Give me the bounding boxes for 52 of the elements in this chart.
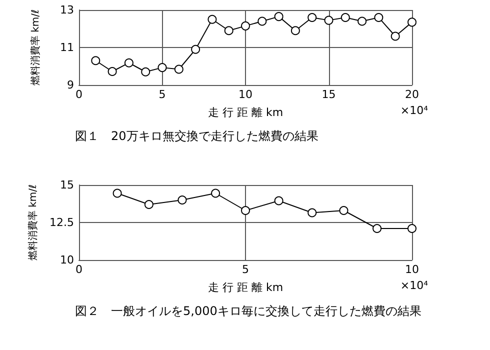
point [390,32,400,41]
point [274,196,284,206]
y-tick-label: 13 [60,4,74,16]
point [339,206,348,215]
y-tick-label: 15 [60,178,74,192]
x-tick-label: 10 [238,88,252,101]
x-axis-title: 走 行 距 離 km [208,281,284,294]
text: 図２ 一般オイルを5,000キロ毎に交換して走行した燃費の結果 [75,304,422,318]
point [211,188,220,198]
x-axis-title: 走 行 距 離 km [208,106,284,119]
y-axis-title: 燃料消費率 km/ℓ [30,9,42,86]
y-tick-label: 11 [60,41,74,54]
point [178,196,187,204]
x-tick-label: 20 [405,88,419,101]
point [408,224,416,233]
text: 図１ 20万キロ無交換で走行した燃費の結果 [75,129,318,143]
y-tick-label: 12.5 [50,216,74,229]
x-tick-label: 5 [242,263,249,276]
point [108,67,117,76]
point [208,14,217,24]
point [324,16,334,25]
point [308,13,317,22]
y-axis-title: 燃料消費率 km/ℓ [27,184,40,261]
text: ×10⁴ [400,279,429,292]
point [372,224,382,233]
text: ×10⁴ [400,104,429,117]
point [308,208,317,218]
point [91,56,100,66]
point [241,206,250,215]
point [174,64,184,74]
point [124,58,134,68]
x-tick-label: 5 [158,88,166,101]
point [241,21,250,30]
x-tick-label: 10 [405,263,419,276]
y-tick-label: 10 [60,254,74,266]
point [144,200,154,209]
x-tick-label: 15 [322,88,336,101]
point [358,16,367,26]
point [290,26,300,36]
point [374,13,384,22]
point [112,188,122,198]
point [408,18,416,27]
point [274,12,284,22]
point [141,67,150,76]
point [258,16,267,26]
point [158,63,167,72]
x-tick-label: 0 [76,88,82,101]
point [224,26,234,36]
point [191,44,200,54]
y-tick-label: 9 [67,78,74,92]
x-tick-label: 0 [76,263,82,276]
point [340,13,350,22]
